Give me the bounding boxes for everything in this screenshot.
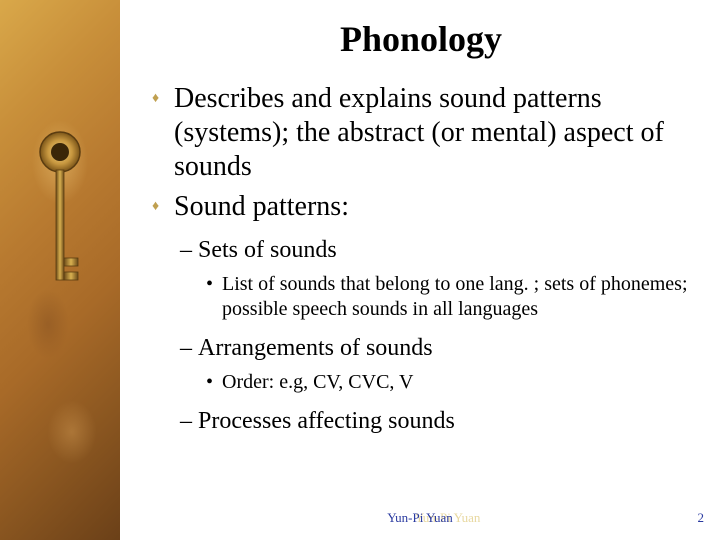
bullet-level3: List of sounds that belong to one lang. … (150, 272, 692, 323)
decorative-sidebar (0, 0, 120, 540)
bullet-list: Describes and explains sound patterns (s… (150, 82, 692, 437)
key-icon (36, 130, 84, 310)
bullet-level2: Arrangements of sounds (150, 333, 692, 364)
slide: Phonology Describes and explains sound p… (0, 0, 720, 540)
footer-page-number: 2 (698, 510, 705, 526)
bullet-level1: Describes and explains sound patterns (s… (150, 82, 692, 184)
bullet-level3: Order: e.g, CV, CVC, V (150, 370, 692, 396)
bullet-level1: Sound patterns: (150, 190, 692, 224)
slide-title: Phonology (150, 18, 692, 60)
footer-author: Yun-Pi Yuan (387, 510, 453, 526)
bullet-level2: Processes affecting sounds (150, 406, 692, 437)
bullet-level2: Sets of sounds (150, 235, 692, 266)
slide-content: Phonology Describes and explains sound p… (120, 0, 720, 540)
slide-footer: Yun-Pi Yuan Yun-Pi Yuan 2 (120, 510, 720, 530)
